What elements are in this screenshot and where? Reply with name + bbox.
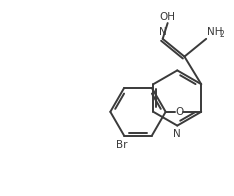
- Text: NH: NH: [207, 27, 223, 37]
- Text: N: N: [173, 129, 181, 139]
- Text: Br: Br: [117, 140, 128, 150]
- Text: OH: OH: [160, 12, 176, 22]
- Text: N: N: [159, 27, 167, 37]
- Text: 2: 2: [219, 30, 224, 39]
- Text: O: O: [175, 107, 184, 117]
